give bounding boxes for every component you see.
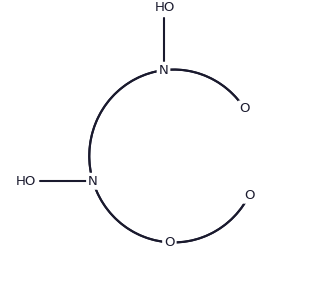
Text: O: O (164, 236, 175, 249)
Text: O: O (244, 189, 254, 202)
Text: N: N (88, 175, 98, 188)
Text: O: O (239, 102, 250, 115)
Text: N: N (159, 64, 168, 77)
Text: HO: HO (16, 175, 37, 188)
Text: HO: HO (155, 1, 176, 14)
